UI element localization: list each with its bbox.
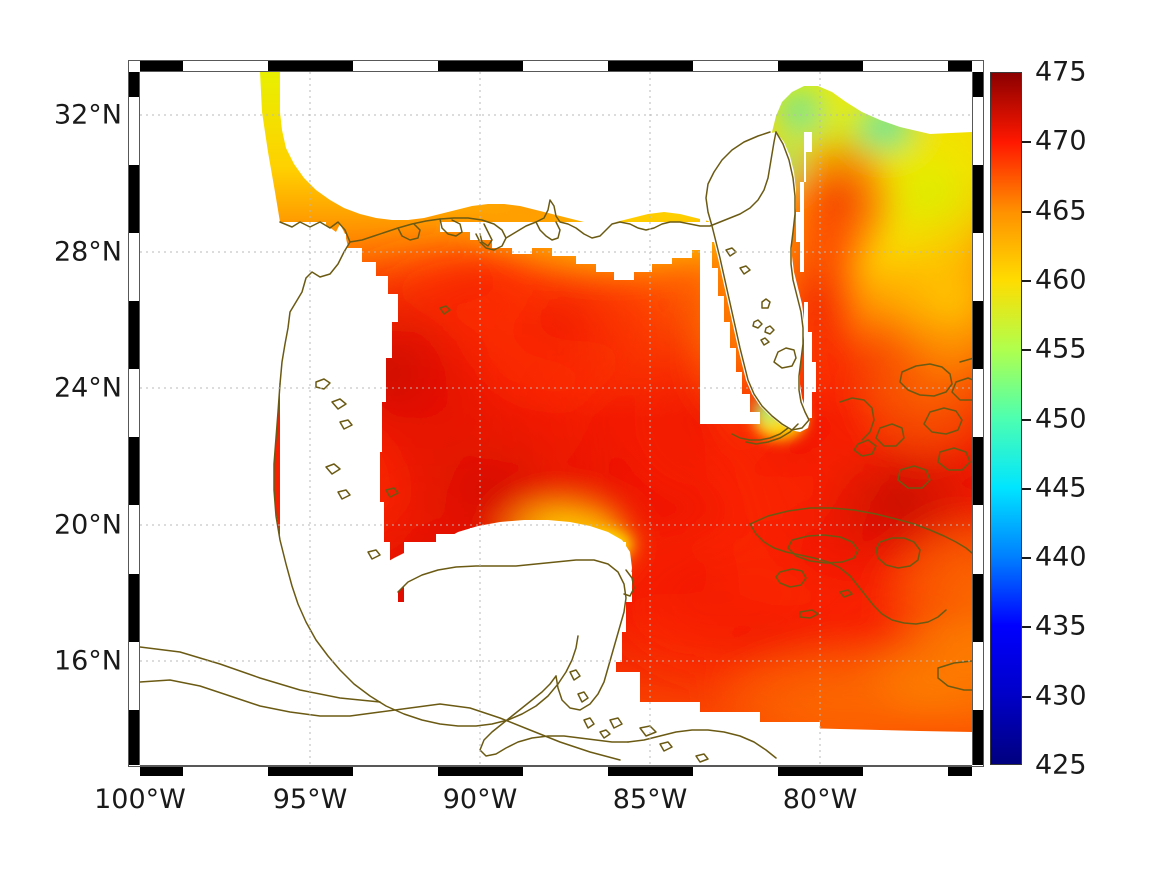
- ytick-label-20n: 20°N: [53, 509, 122, 541]
- colorbar-tick-430: [1022, 695, 1031, 698]
- colorbar-label-470: 470: [1035, 125, 1087, 157]
- colorbar-label-430: 430: [1035, 680, 1087, 712]
- colorbar-tick-465: [1022, 210, 1031, 213]
- colorbar[interactable]: [990, 72, 1031, 765]
- colorbar-label-445: 445: [1035, 472, 1087, 504]
- map-axes[interactable]: [128, 60, 984, 776]
- colorbar-tick-450: [1022, 418, 1031, 421]
- colorbar-tick-470: [1022, 141, 1031, 144]
- xtick-label-3: 85°W: [612, 784, 688, 815]
- ytick-label-28n: 28°N: [53, 236, 122, 268]
- colorbar-label-440: 440: [1035, 541, 1087, 573]
- land-and-gap-mask: [140, 72, 972, 765]
- colorbar-tick-440: [1022, 557, 1031, 560]
- xtick-label-4: 80°W: [782, 784, 858, 815]
- axis-inline-left: [139, 72, 140, 765]
- axis-outline-top: [128, 60, 984, 61]
- axis-outline-left: [128, 60, 129, 767]
- axis-inline-right: [972, 72, 973, 765]
- colorbar-label-435: 435: [1035, 610, 1087, 642]
- ytick-label-32n: 32°N: [53, 99, 122, 131]
- axis-frame-right: [972, 72, 983, 765]
- map-data-area: [140, 72, 972, 765]
- colorbar-tick-455: [1022, 349, 1031, 352]
- ytick-label-24n: 24°N: [53, 372, 122, 404]
- xtick-label-2: 90°W: [442, 784, 518, 815]
- xtick-label-0: 100°W: [94, 784, 186, 815]
- colorbar-label-475: 475: [1035, 56, 1087, 88]
- axis-inline-bottom: [140, 765, 972, 766]
- colorbar-label-465: 465: [1035, 195, 1087, 227]
- colorbar-label-460: 460: [1035, 264, 1087, 296]
- coastline-layer: [140, 131, 972, 763]
- axis-inline-top: [140, 71, 972, 72]
- colorbar-tick-460: [1022, 279, 1031, 282]
- colorbar-label-425: 425: [1035, 749, 1087, 781]
- axis-frame-top: [140, 61, 972, 72]
- colorbar-label-450: 450: [1035, 403, 1087, 434]
- colorbar-gradient: [990, 72, 1022, 765]
- ytick-label-16n: 16°N: [53, 645, 122, 677]
- colorbar-tick-445: [1022, 487, 1031, 490]
- axis-frame-bottom: [140, 765, 972, 776]
- xtick-label-1: 95°W: [272, 784, 348, 815]
- gridlines: [140, 72, 972, 765]
- axis-outline-right: [983, 60, 984, 767]
- colorbar-label-455: 455: [1035, 333, 1087, 365]
- colorbar-tick-435: [1022, 626, 1031, 629]
- map-raster-and-coastlines: [140, 72, 972, 765]
- axis-frame-left: [129, 72, 140, 765]
- axis-outline-bottom: [128, 766, 984, 767]
